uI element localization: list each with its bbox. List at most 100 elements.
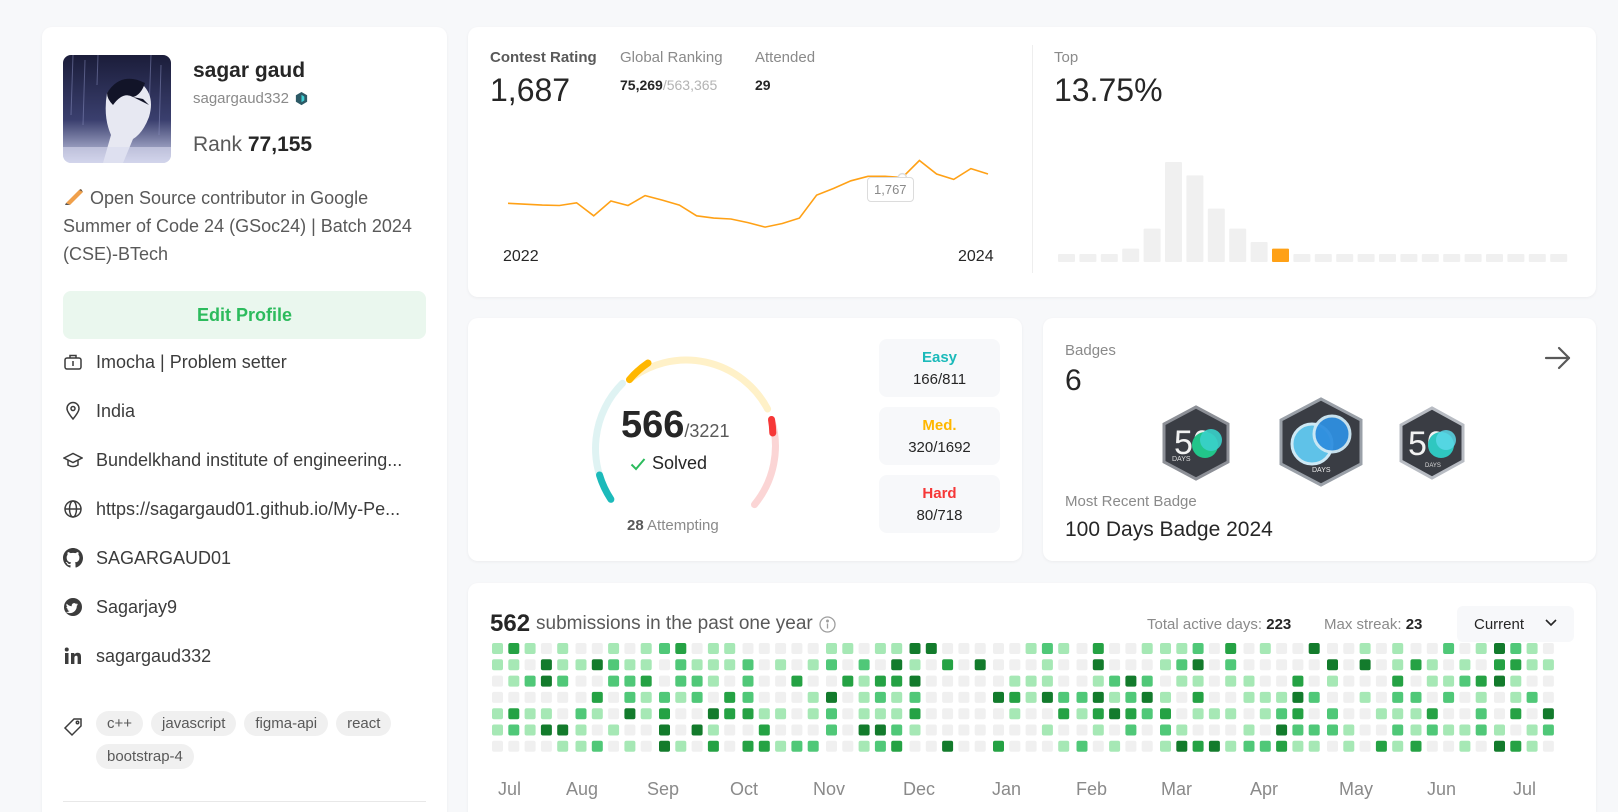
avatar[interactable] <box>63 55 171 163</box>
heatmap-cell[interactable] <box>691 724 703 736</box>
heatmap-cell[interactable] <box>1526 643 1538 654</box>
heatmap-cell[interactable] <box>1327 691 1338 703</box>
heatmap-cell[interactable] <box>1276 659 1288 671</box>
heatmap-cell[interactable] <box>608 659 620 671</box>
heatmap-cell[interactable] <box>1375 708 1387 720</box>
heatmap-cell[interactable] <box>1176 708 1188 720</box>
heatmap-cell[interactable] <box>575 691 587 703</box>
heatmap-cell[interactable] <box>675 675 687 687</box>
heatmap-cell[interactable] <box>557 740 569 752</box>
heatmap-cell[interactable] <box>724 708 736 720</box>
heatmap-cell[interactable] <box>640 708 652 720</box>
heatmap-cell[interactable] <box>624 724 636 736</box>
heatmap-cell[interactable] <box>1359 740 1371 752</box>
heatmap-cell[interactable] <box>874 740 886 752</box>
heatmap-cell[interactable] <box>707 691 719 703</box>
heatmap-cell[interactable] <box>942 691 954 703</box>
heatmap-cell[interactable] <box>691 708 703 720</box>
heatmap-cell[interactable] <box>675 659 687 671</box>
heatmap-cell[interactable] <box>909 691 921 703</box>
heatmap-cell[interactable] <box>1058 675 1070 687</box>
heatmap-cell[interactable] <box>575 740 587 752</box>
heatmap-cell[interactable] <box>624 708 636 720</box>
heatmap-cell[interactable] <box>1526 659 1538 671</box>
heatmap-cell[interactable] <box>1375 643 1387 654</box>
heatmap-cell[interactable] <box>742 724 754 736</box>
heatmap-cell[interactable] <box>942 740 954 752</box>
heatmap-cell[interactable] <box>925 724 937 736</box>
heatmap-cell[interactable] <box>1308 740 1320 752</box>
heatmap-cell[interactable] <box>659 708 670 720</box>
heatmap-cell[interactable] <box>1308 708 1320 720</box>
heatmap-cell[interactable] <box>1510 643 1522 654</box>
heatmap-cell[interactable] <box>624 643 636 654</box>
heatmap-cell[interactable] <box>591 708 603 720</box>
linkedin-link[interactable]: sagargaud332 <box>96 645 212 666</box>
heatmap-cell[interactable] <box>1292 643 1304 654</box>
difficulty-hard[interactable]: Hard 80/718 <box>879 475 1000 533</box>
heatmap-cell[interactable] <box>1494 708 1505 720</box>
heatmap-cell[interactable] <box>1392 643 1404 654</box>
heatmap-cell[interactable] <box>974 659 986 671</box>
heatmap-cell[interactable] <box>1025 659 1037 671</box>
distribution-bar[interactable] <box>1400 254 1418 262</box>
heatmap-cell[interactable] <box>925 740 937 752</box>
skill-tag[interactable]: c++ <box>96 711 144 736</box>
heatmap-cell[interactable] <box>508 643 520 654</box>
distribution-bar[interactable] <box>1122 248 1140 262</box>
heatmap-cell[interactable] <box>675 643 687 654</box>
heatmap-cell[interactable] <box>925 659 937 671</box>
heatmap-cell[interactable] <box>724 675 736 687</box>
heatmap-cell[interactable] <box>1225 708 1237 720</box>
heatmap-cell[interactable] <box>1041 691 1053 703</box>
heatmap-cell[interactable] <box>1475 708 1487 720</box>
heatmap-cell[interactable] <box>1526 740 1538 752</box>
heatmap-cell[interactable] <box>1225 724 1237 736</box>
heatmap-cell[interactable] <box>1058 659 1070 671</box>
heatmap-cell[interactable] <box>1259 724 1271 736</box>
heatmap-cell[interactable] <box>1327 708 1338 720</box>
heatmap-cell[interactable] <box>1494 643 1505 654</box>
heatmap-cell[interactable] <box>1542 675 1554 687</box>
heatmap-cell[interactable] <box>807 724 819 736</box>
heatmap-cell[interactable] <box>640 740 652 752</box>
heatmap-cell[interactable] <box>1141 659 1153 671</box>
heatmap-cell[interactable] <box>1225 675 1237 687</box>
heatmap-cell[interactable] <box>909 659 921 671</box>
heatmap-cell[interactable] <box>492 724 503 736</box>
heatmap-cell[interactable] <box>640 643 652 654</box>
heatmap-cell[interactable] <box>691 659 703 671</box>
heatmap-cell[interactable] <box>1526 691 1538 703</box>
heatmap-cell[interactable] <box>826 659 837 671</box>
heatmap-cell[interactable] <box>1192 708 1204 720</box>
heatmap-cell[interactable] <box>557 659 569 671</box>
heatmap-cell[interactable] <box>492 691 503 703</box>
heatmap-cell[interactable] <box>1375 691 1387 703</box>
heatmap-cell[interactable] <box>1192 724 1204 736</box>
heatmap-cell[interactable] <box>1343 740 1355 752</box>
heatmap-cell[interactable] <box>1041 740 1053 752</box>
heatmap-cell[interactable] <box>1426 659 1438 671</box>
heatmap-cell[interactable] <box>1359 724 1371 736</box>
heatmap-cell[interactable] <box>1009 675 1021 687</box>
distribution-bar[interactable] <box>1464 254 1482 262</box>
heatmap-cell[interactable] <box>1025 675 1037 687</box>
heatmap-cell[interactable] <box>891 691 903 703</box>
heatmap-cell[interactable] <box>942 659 954 671</box>
heatmap-cell[interactable] <box>958 740 970 752</box>
heatmap-cell[interactable] <box>1443 691 1455 703</box>
heatmap-cell[interactable] <box>1475 691 1487 703</box>
heatmap-cell[interactable] <box>807 643 819 654</box>
heatmap-cell[interactable] <box>1359 708 1371 720</box>
skill-tag[interactable]: figma-api <box>244 711 329 736</box>
heatmap-cell[interactable] <box>1343 643 1355 654</box>
heatmap-cell[interactable] <box>958 659 970 671</box>
heatmap-cell[interactable] <box>807 740 819 752</box>
heatmap-cell[interactable] <box>974 708 986 720</box>
badge-100-days-icon[interactable]: DAYS <box>1276 396 1366 488</box>
heatmap-cell[interactable] <box>691 643 703 654</box>
heatmap-cell[interactable] <box>640 659 652 671</box>
heatmap-cell[interactable] <box>591 643 603 654</box>
heatmap-cell[interactable] <box>1076 708 1088 720</box>
twitter-row[interactable]: Sagarjay9 <box>63 592 423 622</box>
